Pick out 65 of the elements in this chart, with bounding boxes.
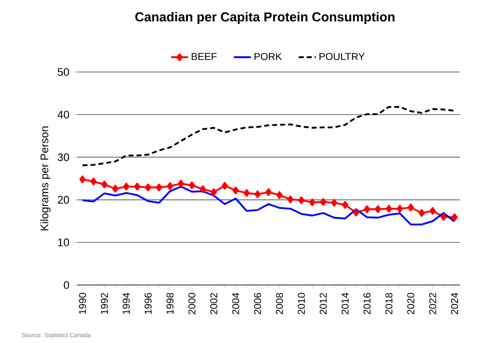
point: [331, 198, 338, 207]
point: [386, 204, 392, 213]
y-tick-label: 30: [58, 153, 70, 162]
point: [232, 186, 239, 194]
point: [79, 175, 86, 184]
point: [243, 189, 250, 197]
y-tick-label: 40: [58, 110, 70, 118]
point: [200, 185, 206, 194]
x-tick-label: 1994: [122, 292, 130, 314]
point: [276, 191, 283, 199]
x-tick-label: 2008: [276, 292, 283, 314]
x-tick-label: 1990: [78, 292, 86, 314]
point: [440, 212, 447, 221]
point: [222, 182, 228, 190]
y-tick-label: 0: [64, 281, 70, 289]
point: [166, 182, 174, 190]
point: [101, 180, 108, 188]
x-tick-label: 2016: [363, 292, 371, 314]
point: [134, 182, 140, 190]
y-tick-label: 10: [58, 238, 70, 246]
point: [352, 208, 360, 216]
point: [418, 209, 425, 217]
x-tick-label: 2024: [451, 292, 458, 314]
legend-label: POULTRY: [320, 52, 365, 60]
point: [451, 213, 458, 222]
point: [430, 206, 436, 215]
x-tick-label: 2002: [210, 293, 218, 314]
point: [254, 190, 261, 198]
point: [123, 182, 130, 190]
y-axis-title: Kilograms per Person: [40, 126, 50, 230]
legend-label: BEEF: [192, 53, 217, 60]
line-series: [82, 106, 456, 166]
x-tick-label: 2012: [320, 293, 327, 314]
chart-title: Canadian per Capita Protein Consumption: [135, 12, 394, 24]
x-tick-label: 2014: [342, 292, 349, 314]
point: [156, 184, 162, 192]
point: [265, 188, 272, 196]
x-tick-label: 2020: [407, 292, 414, 314]
x-tick-label: 2022: [429, 293, 436, 314]
point: [298, 196, 304, 204]
x-tick-label: 2000: [188, 292, 196, 314]
point: [342, 201, 348, 209]
y-tick-label: 20: [58, 196, 70, 204]
point: [90, 178, 97, 186]
point: [320, 198, 326, 206]
point: [112, 184, 118, 193]
x-tick-label: 2006: [254, 292, 262, 314]
x-tick-label: 1992: [100, 293, 108, 314]
point: [396, 204, 403, 213]
y-tick-label: 50: [58, 68, 70, 76]
point: [144, 184, 152, 192]
point: [210, 188, 217, 196]
point: [408, 204, 414, 212]
point: [188, 181, 196, 190]
point: [287, 195, 294, 204]
x-tick-label: 2018: [385, 292, 392, 314]
x-tick-label: 2004: [232, 292, 240, 314]
point: [374, 205, 382, 214]
point: [309, 198, 316, 206]
x-tick-label: 1998: [166, 292, 174, 314]
legend-label: PORK: [254, 52, 282, 60]
x-tick-label: 1996: [144, 292, 152, 314]
point: [178, 180, 184, 188]
point: [364, 205, 370, 214]
x-tick-label: 2010: [298, 292, 305, 314]
